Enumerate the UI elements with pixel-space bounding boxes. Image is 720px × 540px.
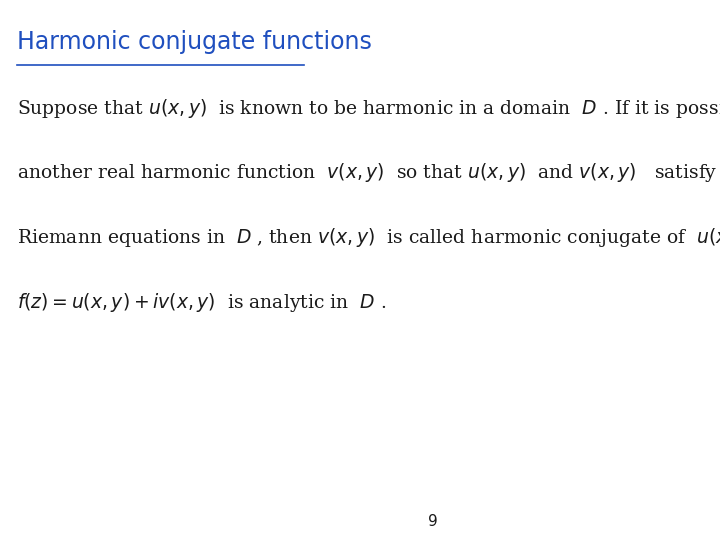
Text: another real harmonic function  $v(x, y)$  so that $u(x, y)$  and $v(x, y)$   sa: another real harmonic function $v(x, y)$… bbox=[17, 161, 720, 184]
Text: Harmonic conjugate functions: Harmonic conjugate functions bbox=[17, 30, 372, 53]
Text: $f(z) = u(x,y) + iv(x,y)$  is analytic in  $D$ .: $f(z) = u(x,y) + iv(x,y)$ is analytic in… bbox=[17, 291, 387, 314]
Text: 9: 9 bbox=[428, 514, 438, 529]
Text: Suppose that $u(x, y)$  is known to be harmonic in a domain  $D$ . If it is poss: Suppose that $u(x, y)$ is known to be ha… bbox=[17, 97, 720, 119]
Text: Riemann equations in  $D$ , then $v(x, y)$  is called harmonic conjugate of  $u(: Riemann equations in $D$ , then $v(x, y)… bbox=[17, 226, 720, 249]
